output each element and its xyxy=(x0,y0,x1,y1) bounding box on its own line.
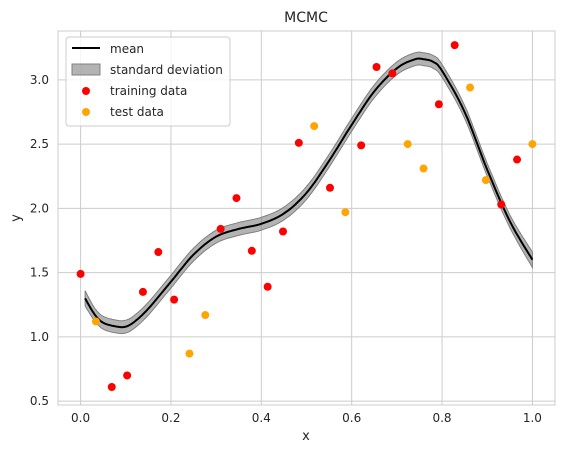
legend-label-mean: mean xyxy=(110,42,144,56)
training-point xyxy=(450,41,459,50)
test-point xyxy=(201,311,210,320)
chart-title: MCMC xyxy=(284,10,328,26)
x-tick-label: 0.4 xyxy=(252,411,271,425)
training-point xyxy=(170,295,179,304)
training-point xyxy=(325,183,334,192)
x-axis-label: x xyxy=(302,429,310,444)
legend-label-test: test data xyxy=(110,105,164,119)
mean-line xyxy=(84,57,534,329)
mean-line-group xyxy=(84,57,534,329)
test-point xyxy=(185,349,194,358)
test-point xyxy=(466,83,475,92)
x-tick-label: 0.2 xyxy=(161,411,180,425)
test-point xyxy=(403,140,412,149)
x-tick-label: 0.8 xyxy=(432,411,451,425)
training-point xyxy=(388,69,397,78)
training-point xyxy=(513,155,522,164)
x-tick-label: 0.6 xyxy=(342,411,361,425)
training-point xyxy=(263,282,272,291)
legend-std-swatch xyxy=(71,63,101,76)
legend-training-swatch xyxy=(82,87,90,95)
y-tick-label: 2.0 xyxy=(30,201,49,215)
legend-label-std: standard deviation xyxy=(110,63,223,77)
standard-deviation-band xyxy=(84,51,533,335)
training-point xyxy=(247,246,256,255)
legend-frame xyxy=(65,36,231,127)
y-axis-label: y xyxy=(9,214,24,222)
y-tick-label: 1.5 xyxy=(30,266,49,280)
test-point xyxy=(310,122,319,131)
training-point xyxy=(232,194,241,203)
legend: mean standard deviation training data te… xyxy=(65,36,231,127)
y-tick-label: 2.5 xyxy=(30,137,49,151)
test-point xyxy=(528,140,537,149)
training-point xyxy=(107,383,116,392)
y-tick-label: 1.0 xyxy=(30,330,49,344)
tick-labels: 0.0 0.2 0.4 0.6 0.8 1.0 0.5 1.0 1.5 2.0 2.5 3.0 xyxy=(30,73,542,425)
test-point xyxy=(481,176,490,185)
training-point xyxy=(497,200,506,209)
training-point xyxy=(154,248,163,257)
training-point xyxy=(123,371,132,380)
training-point xyxy=(294,138,303,147)
training-point xyxy=(138,287,147,296)
legend-test-swatch xyxy=(82,108,90,116)
standard-deviation-band-group xyxy=(84,51,533,335)
test-point xyxy=(341,208,350,217)
x-tick-label: 1.0 xyxy=(523,411,542,425)
test-point xyxy=(91,317,100,326)
training-point xyxy=(434,100,443,109)
legend-label-training: training data xyxy=(110,84,187,98)
training-point xyxy=(76,269,85,278)
training-point xyxy=(279,227,288,236)
training-point xyxy=(357,141,366,150)
plot-frame xyxy=(57,30,556,406)
y-tick-label: 0.5 xyxy=(30,394,49,408)
training-point xyxy=(372,62,381,71)
test-point xyxy=(419,164,428,173)
y-tick-label: 3.0 xyxy=(30,73,49,87)
data-points xyxy=(76,41,537,392)
training-point xyxy=(216,224,225,233)
x-tick-label: 0.0 xyxy=(71,411,90,425)
